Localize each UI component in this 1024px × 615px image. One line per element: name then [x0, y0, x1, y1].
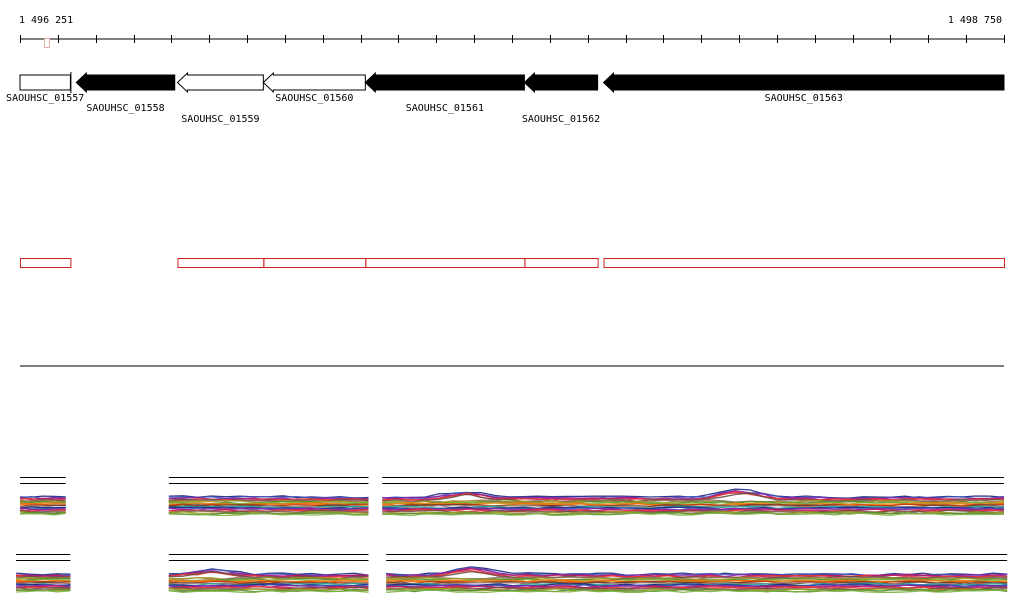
- coverage-segment: [386, 555, 1007, 593]
- coverage-segment: [20, 478, 66, 516]
- gene-label: SAOUHSC_01561: [406, 103, 484, 114]
- gene-feature: [263, 73, 365, 92]
- coverage-tracks: [16, 478, 1007, 593]
- gene-feature: [365, 73, 524, 92]
- region-box: [178, 259, 264, 268]
- coverage-segment: [382, 478, 1004, 516]
- gene-label: SAOUHSC_01559: [181, 114, 259, 125]
- region-track: [21, 259, 1005, 268]
- region-box: [604, 259, 1004, 268]
- gene-label: SAOUHSC_01563: [765, 93, 843, 104]
- region-box: [525, 259, 598, 268]
- region-box: [21, 259, 71, 268]
- gene-feature: [178, 73, 264, 92]
- ruler-start-label: 1 496 251: [19, 15, 73, 26]
- ruler-end-label: 1 498 750: [948, 15, 1002, 26]
- coverage-track: [16, 555, 1007, 593]
- gene-feature: [76, 73, 174, 92]
- gene-label: SAOUHSC_01560: [275, 93, 353, 104]
- coordinate-ruler: 1 496 251 1 498 750: [19, 15, 1005, 48]
- coverage-segment: [16, 555, 70, 593]
- ruler-position-marker: [45, 39, 50, 48]
- gene-label: SAOUHSC_01558: [86, 103, 164, 114]
- gene-feature: [20, 75, 70, 90]
- gene-label: SAOUHSC_01557: [6, 93, 84, 104]
- coverage-segment: [169, 555, 369, 593]
- coverage-line: [16, 573, 70, 575]
- gene-feature: [524, 73, 597, 92]
- coverage-track: [20, 478, 1004, 516]
- coverage-segment: [169, 478, 369, 516]
- region-box: [264, 259, 366, 268]
- gene-feature: [604, 73, 1004, 92]
- gene-label: SAOUHSC_01562: [522, 114, 600, 125]
- region-box: [366, 259, 525, 268]
- coverage-line: [20, 507, 66, 508]
